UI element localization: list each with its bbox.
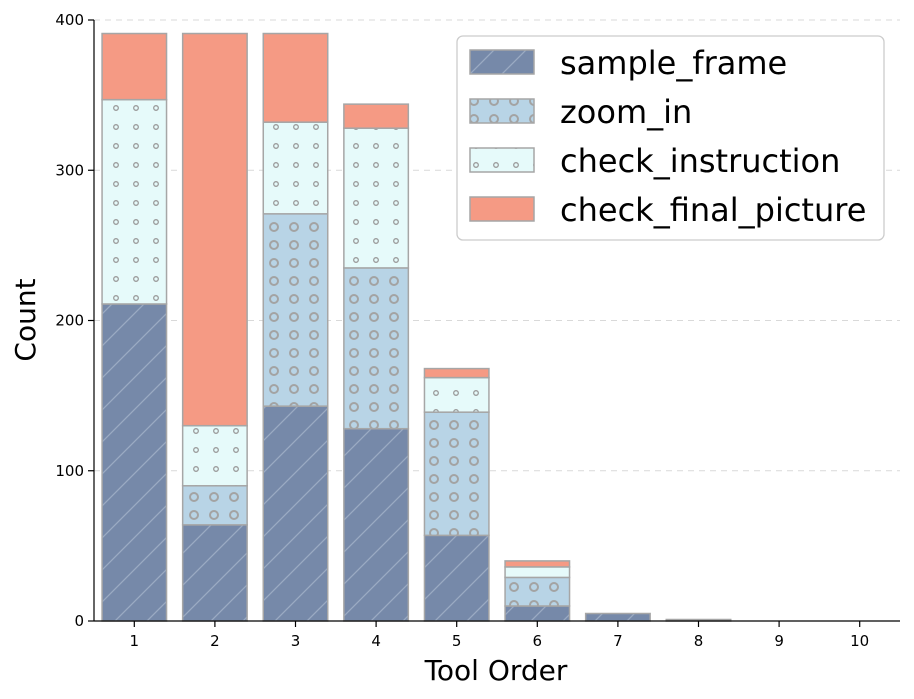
bar-fill — [505, 560, 570, 567]
bar-pattern — [343, 267, 409, 429]
legend: sample_frame zoom_in check_instructionchec… — [456, 35, 885, 241]
x-tick-label: 5 — [452, 632, 462, 650]
bar-zoom_in-6 — [504, 576, 571, 607]
x-tick-label: 2 — [210, 632, 220, 650]
bar-pattern — [505, 566, 570, 578]
bar-outline — [181, 32, 248, 427]
bar-pattern — [263, 213, 328, 407]
bar-outline — [343, 103, 410, 129]
legend-swatch-outline — [469, 196, 535, 222]
bar-pattern — [424, 535, 489, 621]
bar-outline — [101, 32, 168, 101]
bar-outline — [504, 560, 571, 568]
bar-check_final_picture-2 — [181, 32, 248, 427]
bar-fill — [424, 368, 489, 378]
bar-zoom_in-3 — [262, 213, 329, 407]
bar-pattern — [505, 577, 570, 606]
bar-check_final_picture-4 — [343, 103, 410, 129]
bar-fill — [343, 104, 409, 129]
x-axis-label: Tool Order — [424, 654, 568, 687]
bar-pattern — [343, 428, 409, 621]
bar-check_final_picture-1 — [101, 32, 168, 101]
bar-sample_frame-4 — [343, 427, 410, 622]
bar-outline — [262, 32, 329, 123]
bars — [101, 32, 732, 622]
bar-pattern — [182, 425, 248, 486]
bar-check_final_picture-3 — [262, 32, 329, 123]
x-tick-label: 10 — [850, 632, 869, 650]
bar-pattern — [263, 406, 328, 621]
ticks: 0 100 200 300 400 1 2 3 4 5 6 7 8 9 10 — [55, 11, 869, 650]
x-tick-label: 4 — [371, 632, 381, 650]
bar-sample_frame-3 — [262, 405, 329, 622]
bar-check_final_picture-5 — [423, 367, 490, 379]
bar-pattern — [666, 619, 731, 621]
bar-pattern — [263, 122, 328, 214]
y-axis-label: Count — [9, 278, 42, 361]
x-tick-label: 8 — [694, 632, 704, 650]
bar-outline — [423, 367, 490, 379]
bar-sample_frame-5 — [423, 534, 490, 622]
legend-label: check_final_picture — [560, 191, 866, 229]
bar-sample_frame-7 — [584, 612, 651, 622]
x-tick-label: 1 — [130, 632, 140, 650]
bar-pattern — [343, 128, 409, 268]
x-tick-label: 3 — [291, 632, 301, 650]
y-tick-label: 200 — [55, 312, 84, 330]
legend-swatch-outline — [469, 147, 535, 173]
legend-item-zoom_in: zoom_in — [469, 93, 692, 131]
legend-swatch-pattern — [470, 148, 534, 172]
bar-fill — [182, 33, 248, 426]
legend-item-check_instruction: check_instruction — [469, 142, 840, 180]
bar-pattern — [182, 485, 248, 525]
bar-check_instruction-4 — [343, 127, 410, 269]
bar-fill — [102, 33, 167, 100]
bar-check_instruction-1 — [101, 98, 168, 305]
legend-frame — [456, 35, 885, 241]
y-tick-label: 400 — [55, 11, 84, 29]
bar-zoom_in-2 — [181, 485, 248, 526]
x-tick-label: 7 — [613, 632, 623, 650]
bar-check_instruction-2 — [181, 424, 248, 487]
x-tick-label: 6 — [533, 632, 543, 650]
legend-swatch-pattern — [470, 99, 534, 123]
bar-pattern — [585, 613, 651, 621]
bar-sample_frame-2 — [181, 524, 248, 622]
bar-pattern — [424, 377, 489, 413]
bar-zoom_in-4 — [343, 267, 410, 430]
bar-fill — [263, 33, 328, 123]
y-tick-label: 0 — [74, 612, 84, 630]
y-tick-label: 100 — [55, 462, 84, 480]
legend-swatch-outline — [469, 49, 535, 75]
legend-swatch — [470, 197, 534, 221]
x-tick-label: 9 — [774, 632, 784, 650]
bar-pattern — [102, 303, 167, 621]
legend-swatch-pattern — [470, 50, 534, 74]
bar-pattern — [505, 605, 570, 621]
y-tick-label: 300 — [55, 161, 84, 179]
bar-pattern — [182, 524, 248, 621]
bar-check_final_picture-6 — [504, 560, 571, 568]
bar-pattern — [424, 412, 489, 536]
bar-sample_frame-6 — [504, 605, 571, 622]
bar-check_instruction-6 — [504, 566, 571, 579]
bar-check_instruction-3 — [262, 121, 329, 215]
legend-label: sample_frame — [560, 44, 787, 82]
legend-item-sample_frame: sample_frame — [469, 44, 787, 82]
legend-label: check_instruction — [560, 142, 840, 180]
bar-check_instruction-5 — [423, 376, 490, 413]
bar-pattern — [102, 99, 167, 304]
legend-items: sample_frame zoom_in check_instructionchec… — [469, 44, 866, 229]
legend-item-check_final_picture: check_final_picture — [469, 191, 866, 229]
bar-zoom_in-5 — [423, 411, 490, 537]
legend-swatch-outline — [469, 98, 535, 124]
bar-sample_frame-1 — [101, 303, 168, 622]
legend-label: zoom_in — [560, 93, 692, 131]
